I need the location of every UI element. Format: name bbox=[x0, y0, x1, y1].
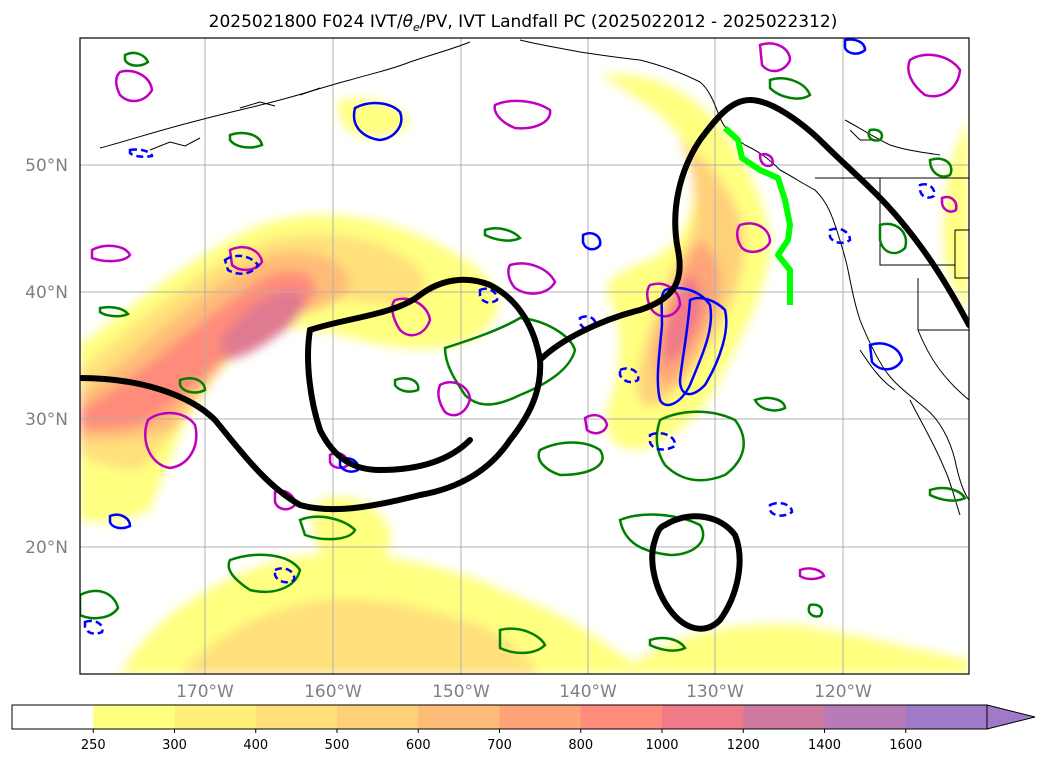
lon-label: 170°W bbox=[176, 682, 234, 702]
theta-e-contours bbox=[83, 38, 936, 635]
lat-label: 30°N bbox=[25, 410, 68, 430]
ar-contour-east bbox=[537, 96, 969, 363]
map-area bbox=[80, 38, 969, 674]
colorbar-segment bbox=[337, 705, 419, 729]
lat-label: 40°N bbox=[25, 283, 68, 303]
colorbar-segment bbox=[255, 705, 338, 729]
colorbar-tick-label: 300 bbox=[162, 738, 187, 753]
ar-contour-west bbox=[80, 276, 544, 513]
colorbar-tick-label: 600 bbox=[406, 738, 431, 753]
colorbar-segment bbox=[418, 705, 500, 729]
lon-label: 150°W bbox=[432, 682, 490, 702]
colorbar-segment bbox=[743, 705, 825, 729]
colorbar-tick-label: 1600 bbox=[889, 738, 922, 753]
lon-label: 130°W bbox=[686, 682, 744, 702]
map-frame bbox=[79, 37, 970, 675]
colorbar-tick-label: 800 bbox=[568, 738, 593, 753]
map-title: 2025021800 F024 IVT/θe/PV, IVT Landfall … bbox=[209, 12, 838, 34]
colorbar-extend-arrow bbox=[986, 704, 1036, 730]
colorbar-segment bbox=[662, 705, 744, 729]
colorbar-segment bbox=[905, 705, 988, 729]
ar-contour-south bbox=[649, 513, 743, 632]
us-west-coast bbox=[847, 269, 969, 501]
colorbar bbox=[11, 704, 1036, 730]
colorbar-tick-label: 1000 bbox=[645, 738, 678, 753]
colorbar-tick-label: 400 bbox=[243, 738, 268, 753]
colorbar-tick-label: 500 bbox=[325, 738, 350, 753]
pv-contours bbox=[90, 42, 962, 581]
colorbar-tick-label: 1200 bbox=[727, 738, 760, 753]
colorbar-segment bbox=[12, 705, 94, 729]
colorbar-tick-label: 1400 bbox=[808, 738, 841, 753]
alaska-coast bbox=[99, 39, 721, 149]
colorbar-segment bbox=[93, 705, 175, 729]
state-borders bbox=[815, 177, 969, 401]
lon-label: 120°W bbox=[814, 682, 872, 702]
colorbar-tick-labels: 250 300 400 500 600 700 800 1000 1200 1400 1600 bbox=[81, 729, 922, 753]
ar-contours bbox=[80, 96, 969, 632]
latitude-labels: 50°N 40°N 30°N 20°N bbox=[25, 156, 68, 558]
colorbar-segment bbox=[824, 705, 907, 729]
green-contours bbox=[80, 51, 967, 655]
lat-label: 50°N bbox=[25, 156, 68, 176]
landfall-line bbox=[722, 125, 793, 305]
colorbar-segment bbox=[580, 705, 663, 729]
longitude-labels: 170°W 160°W 150°W 140°W 130°W 120°W bbox=[176, 682, 872, 702]
colorbar-tick-label: 250 bbox=[81, 738, 106, 753]
colorbar-segment bbox=[499, 705, 582, 729]
lon-label: 140°W bbox=[559, 682, 617, 702]
colorbar-segment bbox=[174, 705, 257, 729]
lon-label: 160°W bbox=[304, 682, 362, 702]
lat-label: 20°N bbox=[25, 538, 68, 558]
colorbar-tick-label: 700 bbox=[487, 738, 512, 753]
